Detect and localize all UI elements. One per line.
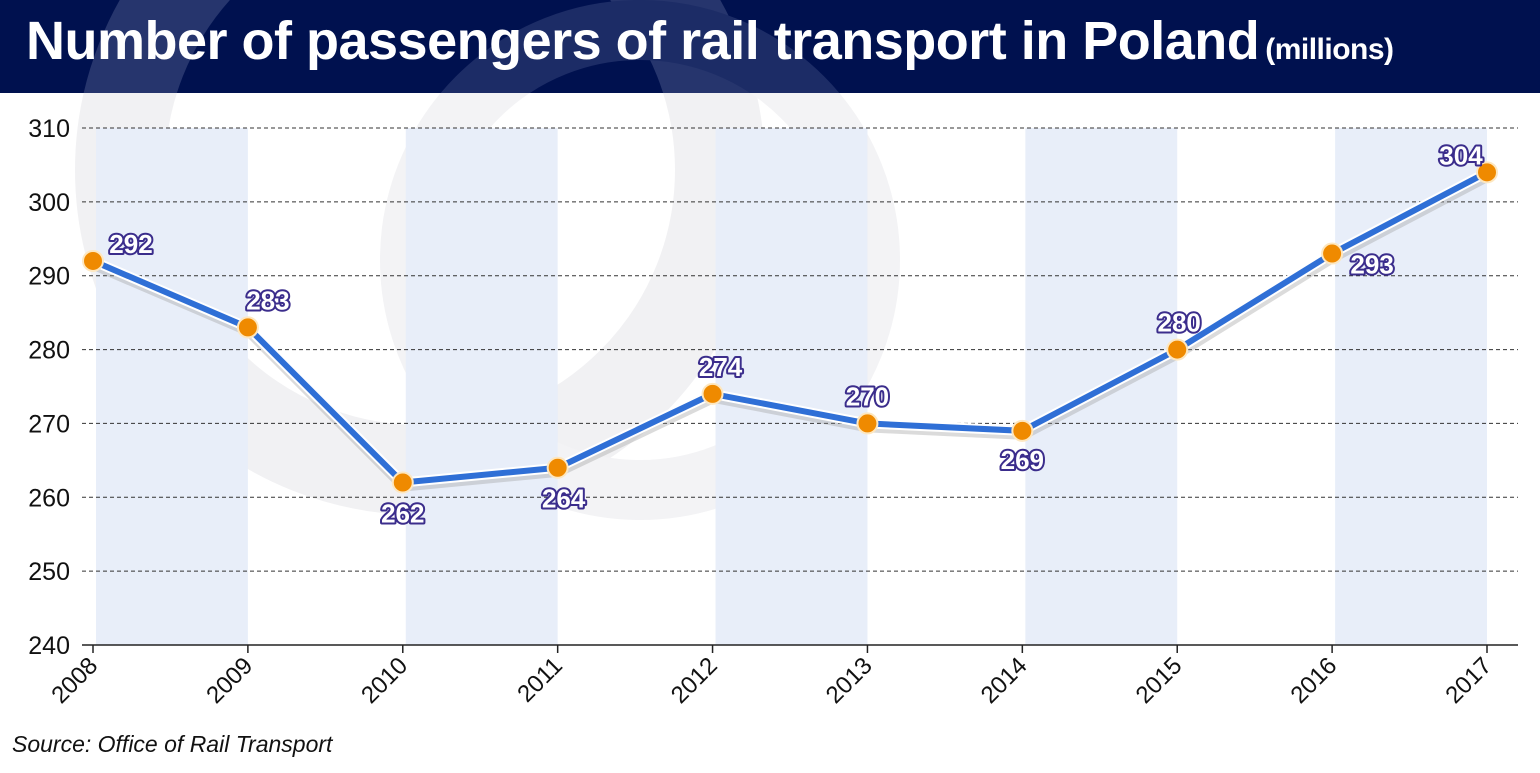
title-text: Number of passengers of rail transport i… bbox=[26, 11, 1260, 71]
data-point bbox=[391, 471, 414, 494]
y-tick-label: 250 bbox=[28, 558, 70, 586]
x-tick-label: 2012 bbox=[666, 652, 723, 709]
x-tick-label: 2010 bbox=[356, 652, 413, 709]
source-note: Source: Office of Rail Transport bbox=[12, 731, 333, 757]
data-label: 274 bbox=[699, 352, 743, 382]
data-label: 283 bbox=[246, 285, 289, 315]
y-tick-label: 240 bbox=[28, 632, 70, 660]
x-tick-label: 2011 bbox=[512, 652, 568, 708]
data-point bbox=[236, 316, 259, 339]
data-point bbox=[1476, 161, 1498, 184]
y-tick-label: 270 bbox=[28, 410, 70, 438]
data-label: 293 bbox=[1350, 250, 1393, 280]
data-point bbox=[546, 456, 569, 479]
background-band bbox=[405, 128, 558, 645]
data-point bbox=[856, 412, 879, 435]
data-point bbox=[82, 249, 104, 272]
chart-subtitle: (millions) bbox=[1265, 33, 1394, 66]
y-tick-label: 300 bbox=[28, 189, 70, 217]
x-tick-label: 2009 bbox=[201, 652, 258, 709]
x-tick-label: 2015 bbox=[1131, 652, 1188, 709]
x-tick-label: 2017 bbox=[1440, 652, 1497, 709]
background-band bbox=[96, 128, 248, 645]
data-point bbox=[701, 382, 724, 405]
data-label: 280 bbox=[1158, 308, 1201, 338]
data-point bbox=[1166, 338, 1189, 361]
data-label: 269 bbox=[1001, 445, 1044, 475]
data-point bbox=[1011, 419, 1034, 442]
x-tick-label: 2008 bbox=[46, 652, 103, 709]
data-label: 304 bbox=[1439, 140, 1483, 170]
y-tick-label: 260 bbox=[28, 484, 70, 512]
data-point bbox=[1321, 242, 1344, 265]
data-label: 292 bbox=[109, 229, 152, 259]
background-band bbox=[715, 128, 868, 645]
x-tick-label: 2014 bbox=[976, 652, 1033, 709]
data-label: 264 bbox=[542, 484, 586, 514]
series-line bbox=[91, 169, 1489, 486]
data-label: 262 bbox=[381, 499, 424, 529]
x-tick-label: 2016 bbox=[1286, 652, 1343, 709]
y-tick-label: 310 bbox=[28, 115, 70, 143]
title-bar: Number of passengers of rail transport i… bbox=[0, 0, 1540, 93]
data-label: 270 bbox=[846, 381, 889, 411]
y-tick-label: 290 bbox=[28, 263, 70, 291]
background-band bbox=[1335, 128, 1487, 645]
y-tick-label: 280 bbox=[28, 337, 70, 365]
chart-title: Number of passengers of rail transport i… bbox=[26, 10, 1394, 72]
x-tick-label: 2013 bbox=[821, 652, 878, 709]
